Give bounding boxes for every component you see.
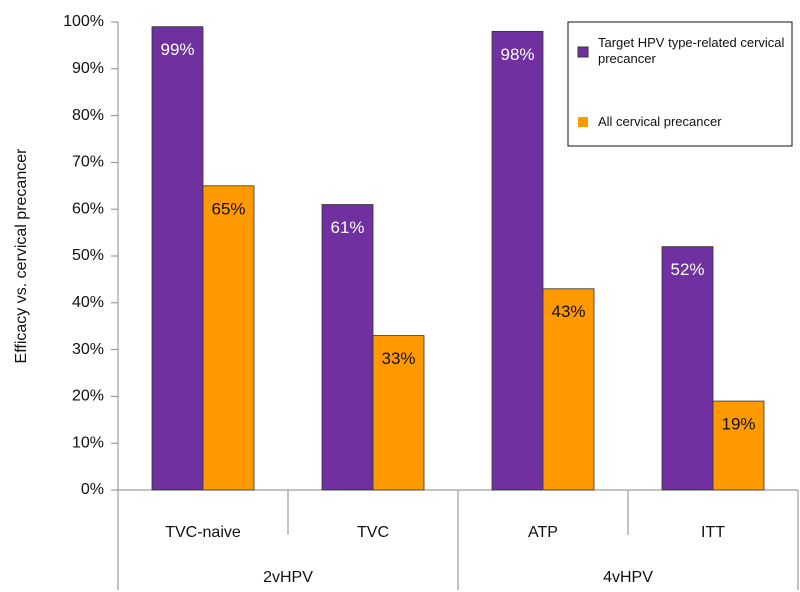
x-tick-label: TVC: [357, 524, 389, 541]
bar: [491, 30, 544, 491]
value-label: 61%: [330, 218, 364, 237]
y-tick-label: 70%: [72, 154, 104, 171]
value-label: 65%: [211, 199, 245, 218]
legend-label: All cervical precancer: [598, 114, 722, 129]
bar: [542, 288, 595, 491]
legend-label: Target HPV type-related cervical precanc…: [598, 35, 785, 66]
value-label: 19%: [721, 415, 755, 434]
bar: [712, 400, 765, 491]
x-tick-label: ATP: [528, 524, 558, 541]
y-axis-label: Efficacy vs. cervical precancer: [13, 148, 30, 364]
y-tick-label: 10%: [72, 434, 104, 451]
bar: [202, 185, 255, 491]
group-label: 2vHPV: [263, 569, 313, 586]
value-label: 52%: [670, 260, 704, 279]
legend-entry: All cervical precancer: [598, 114, 722, 129]
y-tick-label: 90%: [72, 60, 104, 77]
y-tick-label: 100%: [63, 13, 104, 30]
x-tick-label: TVC-naive: [165, 524, 241, 541]
legend: [567, 21, 793, 147]
y-tick-label: 0%: [81, 481, 104, 498]
y-tick-label: 50%: [72, 247, 104, 264]
value-label: 98%: [500, 45, 534, 64]
legend-swatch: [577, 46, 589, 58]
legend-entry: Target HPV type-related cervical precanc…: [598, 35, 785, 66]
y-tick-label: 80%: [72, 107, 104, 124]
bar: [321, 204, 374, 491]
bar: [372, 335, 425, 491]
bar: [151, 26, 204, 491]
y-tick-label: 40%: [72, 294, 104, 311]
y-tick-label: 60%: [72, 200, 104, 217]
value-label: 33%: [381, 349, 415, 368]
y-tick-label: 20%: [72, 388, 104, 405]
bar: [661, 246, 714, 491]
group-label: 4vHPV: [603, 569, 653, 586]
value-label: 99%: [160, 40, 194, 59]
value-label: 43%: [551, 302, 585, 321]
legend-swatch: [578, 117, 588, 127]
y-tick-label: 30%: [72, 341, 104, 358]
x-tick-label: ITT: [701, 524, 725, 541]
